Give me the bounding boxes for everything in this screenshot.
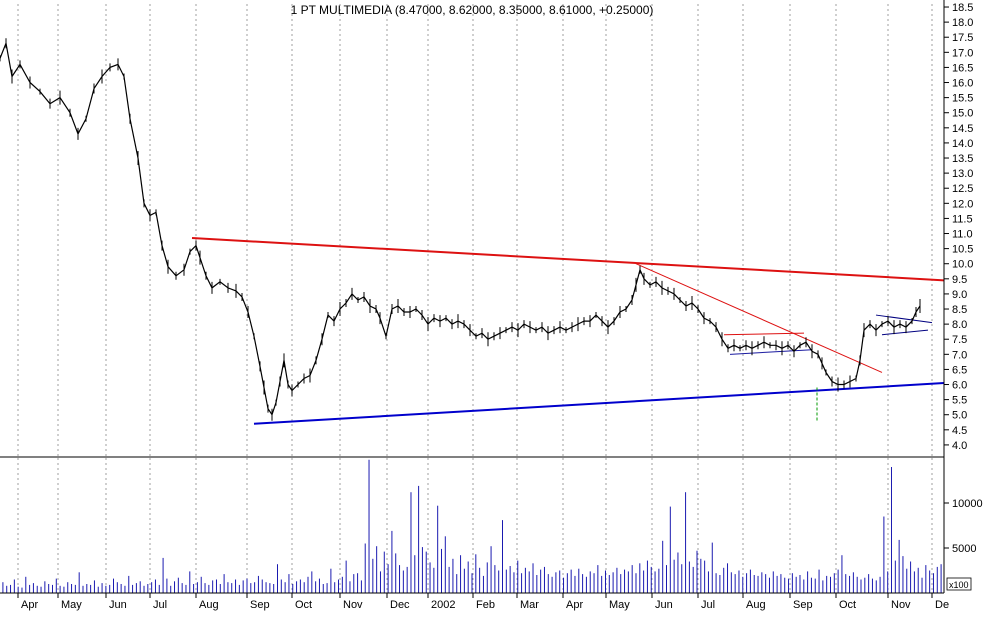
y-tick-label: 8.5 [952,304,967,316]
trend-line [875,314,933,324]
y-tick-label: 17.0 [952,47,973,59]
x-tick-label: Oct [839,599,856,611]
x-tick-label: Dec [390,599,410,611]
volume-unit-label: x100 [949,580,969,590]
x-tick-label: Aug [746,599,766,611]
x-tick-label: Jun [109,599,127,611]
volume-tick-label: 10000 [952,498,983,510]
y-tick-label: 6.0 [952,380,967,392]
trend-line [729,349,813,355]
trend-line [723,332,805,336]
y-tick-label: 14.0 [952,138,973,150]
x-tick-label: Sep [793,599,813,611]
price-axis-ticks: 18.5 18.0 17.5 17.0 16.5 16.0 15.5 15.0 14.5 14.0… [944,2,973,452]
y-tick-label: 6.5 [952,364,967,376]
y-tick-label: 9.0 [952,289,967,301]
x-tick-label: 2002 [431,599,455,611]
y-tick-label: 11.0 [952,229,973,241]
volume-axis-ticks: 10000 5000 x100 [944,498,983,591]
y-tick-label: 15.0 [952,108,973,120]
x-tick-label: Sep [250,599,270,611]
volume-tick-label: 5000 [952,543,976,555]
x-tick-label: Apr [566,599,583,611]
x-tick-label: Jul [701,599,715,611]
x-tick-label: Nov [891,599,911,611]
x-tick-label: May [609,599,630,611]
volume-unit-box [946,577,972,591]
y-tick-label: 13.5 [952,153,973,165]
x-tick-label: May [61,599,82,611]
chart-frame [0,0,945,594]
trend-line [635,263,883,373]
y-tick-label: 14.5 [952,123,973,135]
y-tick-label: 16.5 [952,62,973,74]
time-axis-ticks: Apr May Jun Jul Aug Sep Oct Nov Dec 2002 Feb Mar Apr… [17,593,949,611]
x-tick-label: Jul [153,599,167,611]
y-tick-label: 5.5 [952,395,967,407]
volume-bars [2,459,942,593]
y-tick-label: 4.5 [952,425,967,437]
y-tick-label: 10.5 [952,244,973,256]
x-tick-label: Mar [520,599,539,611]
y-tick-label: 9.5 [952,274,967,286]
y-tick-label: 8.0 [952,319,967,331]
y-tick-label: 11.5 [952,213,973,225]
x-tick-label: De [935,599,949,611]
trend-lines [191,237,945,425]
trend-line [881,329,929,336]
trend-line [253,382,945,425]
y-tick-label: 15.5 [952,93,973,105]
x-tick-label: Jun [655,599,673,611]
x-tick-label: Apr [21,599,38,611]
y-tick-label: 12.0 [952,198,973,210]
price-series [0,38,921,421]
x-tick-label: Nov [343,599,363,611]
y-tick-label: 13.0 [952,168,973,180]
x-tick-label: Aug [199,599,219,611]
chart-title: 1 PT MULTIMEDIA (8.47000, 8.62000, 8.350… [291,3,654,17]
y-tick-label: 7.5 [952,334,967,346]
x-tick-label: Feb [476,599,495,611]
y-tick-label: 5.0 [952,410,967,422]
y-tick-label: 4.0 [952,440,967,452]
y-tick-label: 7.0 [952,349,967,361]
y-tick-label: 18.5 [952,2,973,14]
y-tick-label: 12.5 [952,183,973,195]
trend-line [191,237,945,282]
y-tick-label: 16.0 [952,78,973,90]
y-tick-label: 10.0 [952,259,973,271]
x-tick-label: Oct [295,599,312,611]
y-tick-label: 18.0 [952,17,973,29]
grid-lines [17,4,933,593]
y-tick-label: 17.5 [952,32,973,44]
